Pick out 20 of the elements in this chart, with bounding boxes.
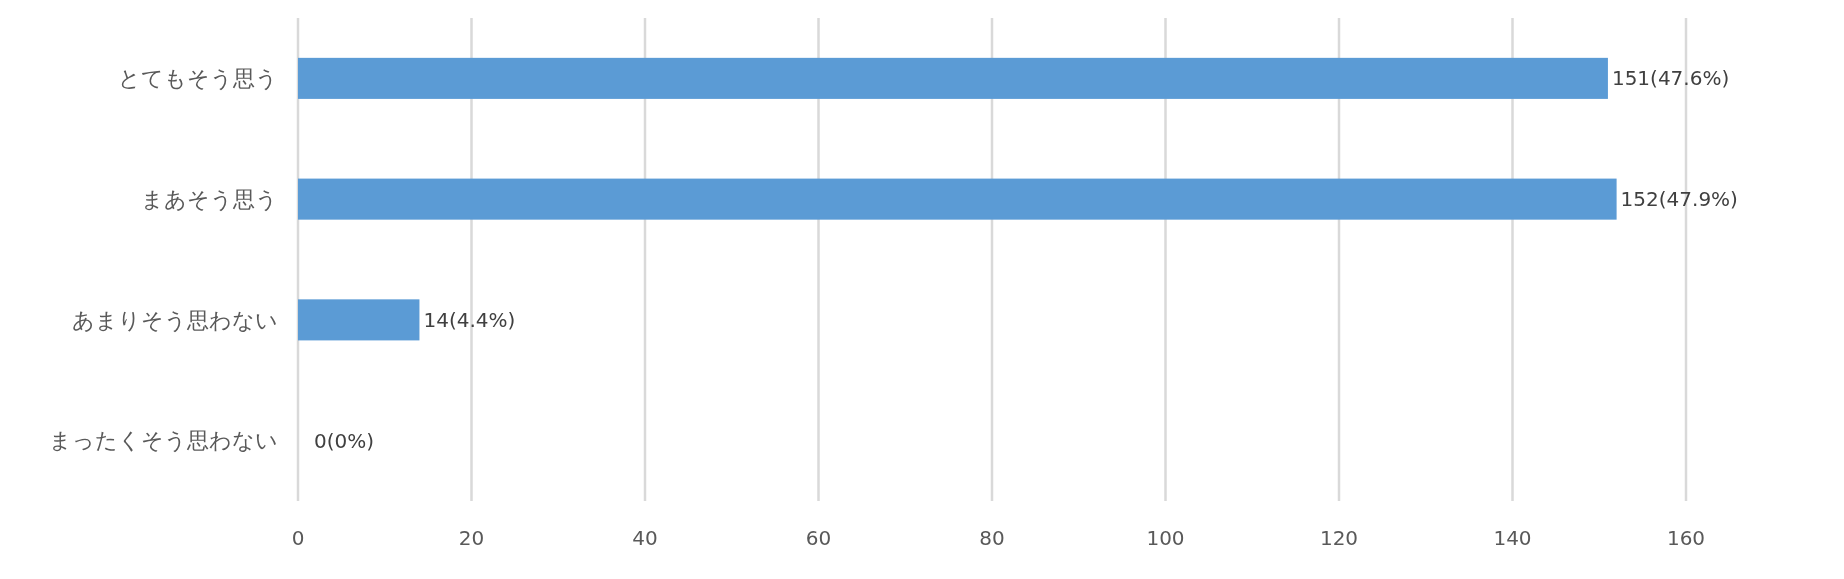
y-tick-label: まあそう思う bbox=[141, 186, 278, 212]
y-tick-label: あまりそう思わない bbox=[72, 307, 278, 333]
bar bbox=[298, 299, 420, 341]
x-tick-label: 40 bbox=[632, 526, 658, 550]
x-tick-label: 140 bbox=[1493, 526, 1532, 550]
x-tick-label: 160 bbox=[1666, 526, 1706, 550]
x-tick-label: 0 bbox=[291, 526, 305, 550]
data-label: 151(47.6%) bbox=[1611, 66, 1730, 91]
y-tick-label: まったくそう思わない bbox=[49, 428, 278, 454]
bar bbox=[298, 57, 1608, 99]
x-tick-label: 20 bbox=[458, 526, 485, 550]
x-tick-label: 120 bbox=[1319, 526, 1359, 550]
y-tick-label: とてもそう思う bbox=[118, 66, 278, 92]
bar bbox=[298, 178, 1617, 220]
data-label: 152(47.9%) bbox=[1620, 187, 1738, 212]
data-label: 0(0%) bbox=[314, 428, 375, 453]
x-tick-label: 100 bbox=[1146, 526, 1185, 550]
x-tick-label: 80 bbox=[979, 526, 1005, 550]
data-label: 14(4.4%) bbox=[423, 307, 516, 332]
x-tick-label: 60 bbox=[805, 526, 832, 550]
